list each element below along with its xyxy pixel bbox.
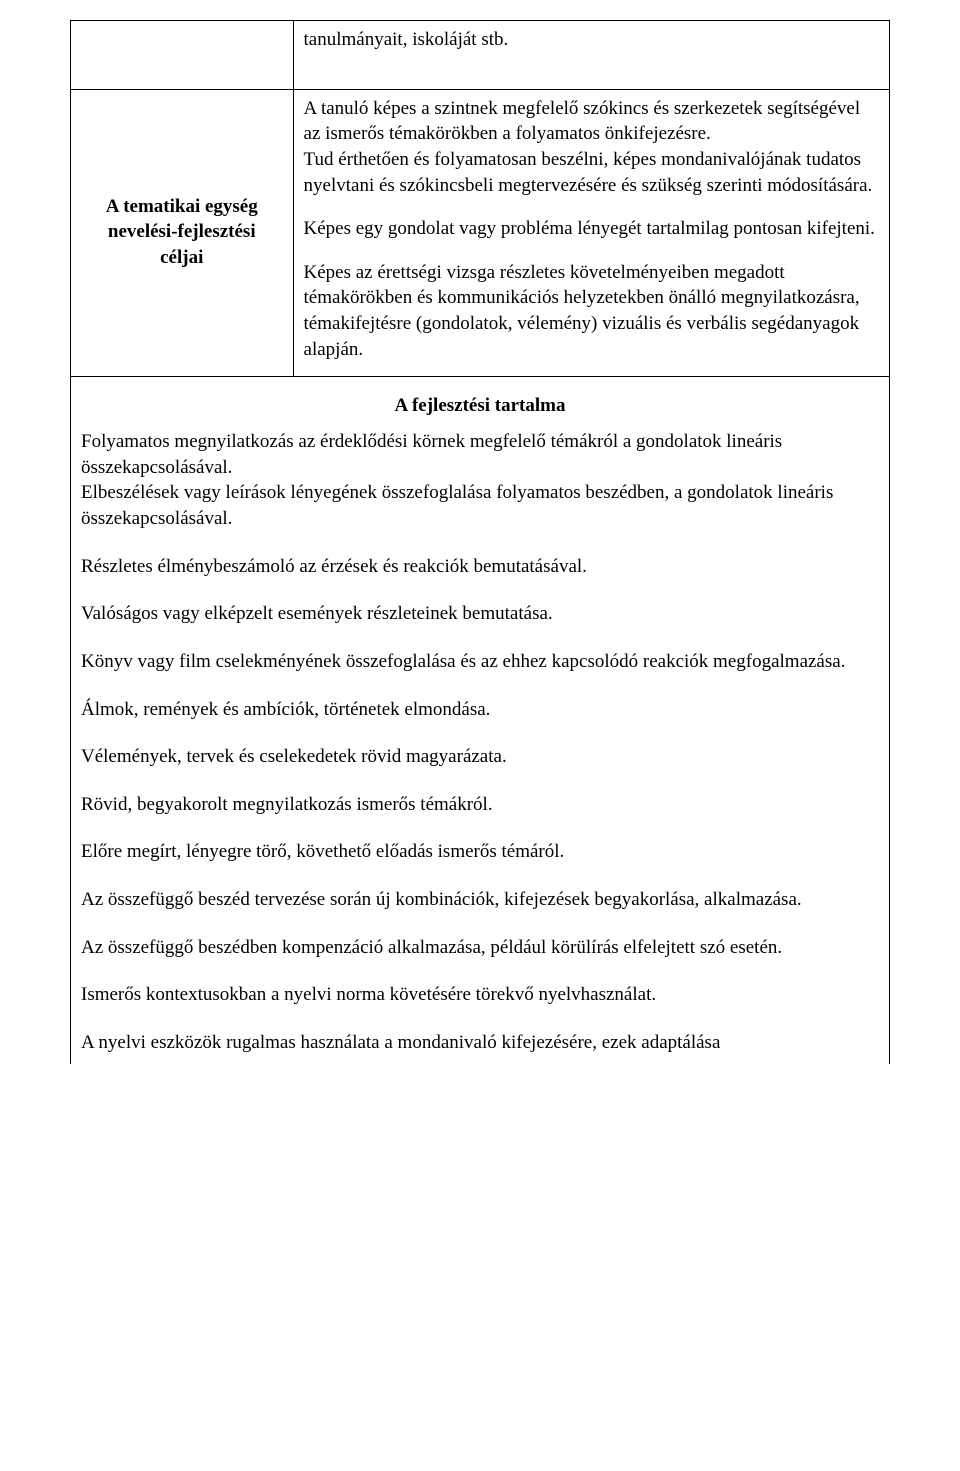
table-row: A fejlesztési tartalma Folyamatos megnyi…	[71, 377, 890, 1064]
content-p9: Előre megírt, lényegre törő, követhető e…	[81, 839, 879, 865]
table-row: A tematikai egység nevelési-fejlesztési …	[71, 89, 890, 377]
content-p8: Rövid, begyakorolt megnyilatkozás ismerő…	[81, 792, 879, 818]
content-p10: Az összefüggő beszéd tervezése során új …	[81, 887, 879, 913]
row2-left: A tematikai egység nevelési-fejlesztési …	[71, 89, 294, 377]
row1-right: tanulmányait, iskoláját stb.	[293, 21, 889, 90]
page: tanulmányait, iskoláját stb. A tematikai…	[0, 0, 960, 1104]
content-p3: Részletes élménybeszámoló az érzések és …	[81, 554, 879, 580]
content-p11: Az összefüggő beszédben kompenzáció alka…	[81, 935, 879, 961]
row1-left-empty	[71, 21, 294, 90]
row2-left-line3: céljai	[81, 245, 283, 271]
content-p4: Valóságos vagy elképzelt események részl…	[81, 601, 879, 627]
row2-p1: A tanuló képes a szintnek megfelelő szók…	[304, 96, 879, 147]
content-p5: Könyv vagy film cselekményének összefogl…	[81, 649, 879, 675]
content-p12: Ismerős kontextusokban a nyelvi norma kö…	[81, 982, 879, 1008]
content-p7: Vélemények, tervek és cselekedetek rövid…	[81, 744, 879, 770]
section-title: A fejlesztési tartalma	[81, 383, 879, 429]
content-p6: Álmok, remények és ambíciók, történetek …	[81, 697, 879, 723]
content-p2: Elbeszélések vagy leírások lényegének ös…	[81, 480, 879, 531]
content-p1: Folyamatos megnyilatkozás az érdeklődési…	[81, 429, 879, 480]
table-row: tanulmányait, iskoláját stb.	[71, 21, 890, 90]
content-p13: A nyelvi eszközök rugalmas használata a …	[81, 1030, 879, 1056]
row2-p2: Tud érthetően és folyamatosan beszélni, …	[304, 147, 879, 198]
row2-p3: Képes egy gondolat vagy probléma lényegé…	[304, 216, 879, 242]
row2-p4: Képes az érettségi vizsga részletes köve…	[304, 260, 879, 363]
curriculum-table: tanulmányait, iskoláját stb. A tematikai…	[70, 20, 890, 1064]
content-cell: A fejlesztési tartalma Folyamatos megnyi…	[71, 377, 890, 1064]
row2-left-line1: A tematikai egység	[81, 194, 283, 220]
row1-text: tanulmányait, iskoláját stb.	[304, 27, 879, 53]
row2-right: A tanuló képes a szintnek megfelelő szók…	[293, 89, 889, 377]
row2-left-line2: nevelési-fejlesztési	[81, 219, 283, 245]
